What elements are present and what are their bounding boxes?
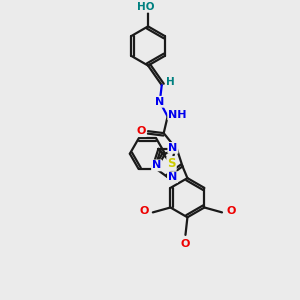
- Text: N: N: [152, 160, 161, 170]
- Text: O: O: [136, 126, 146, 136]
- Text: N: N: [168, 172, 177, 182]
- Text: N: N: [155, 97, 164, 107]
- Text: HO: HO: [137, 2, 155, 12]
- Text: O: O: [226, 206, 236, 216]
- Text: O: O: [139, 206, 149, 216]
- Text: S: S: [167, 157, 176, 170]
- Text: H: H: [166, 77, 175, 87]
- Text: NH: NH: [168, 110, 187, 119]
- Text: N: N: [168, 143, 178, 153]
- Text: O: O: [181, 239, 190, 249]
